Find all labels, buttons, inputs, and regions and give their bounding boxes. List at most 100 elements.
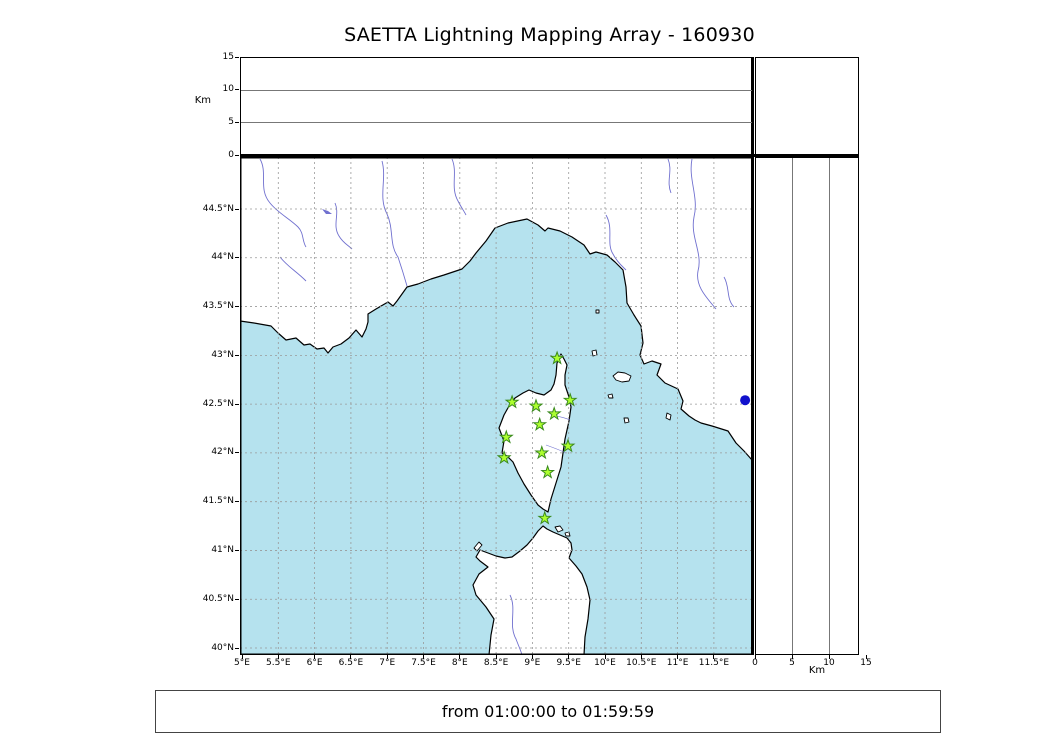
lat-tickmark — [235, 452, 239, 454]
lat-tickmark — [235, 306, 239, 308]
lon-tick-label: 8°E — [451, 658, 468, 668]
time-range-text: from 01:00:00 to 01:59:59 — [441, 702, 655, 721]
river — [334, 202, 353, 250]
lma-station-star-icon — [504, 394, 520, 409]
lon-tick-label: 7.5°E — [411, 658, 436, 668]
lon-tick-label: 5°E — [234, 658, 250, 668]
river — [605, 214, 627, 271]
lon-tickmark — [713, 655, 715, 659]
lat-tickmark — [235, 403, 239, 405]
alt-km-tickmark — [791, 655, 793, 659]
lat-tickmark — [235, 549, 239, 551]
rivers — [259, 158, 735, 656]
alt-tickmark — [235, 154, 239, 156]
lat-tick-label: 42.5°N — [202, 398, 234, 409]
lake-dot — [740, 395, 751, 406]
lma-station-star-icon — [498, 429, 514, 444]
lat-tick-label: 41.5°N — [202, 496, 234, 507]
top-right-panel — [755, 57, 859, 155]
lat-tick-label: 44.5°N — [202, 203, 234, 214]
lon-tickmark — [423, 655, 424, 659]
lat-tick-label: 43°N — [211, 349, 234, 360]
lma-station-star-icon — [540, 464, 556, 479]
lon-tickmark — [604, 655, 606, 659]
island-pianosa — [607, 393, 614, 399]
lon-tickmark — [350, 655, 352, 659]
lat-tickmark — [235, 598, 239, 600]
lma-station-star-icon — [496, 449, 512, 465]
lma-station-star-icon — [537, 510, 553, 525]
lat-tickmark — [235, 354, 239, 356]
lon-tickmark — [640, 655, 642, 659]
river — [451, 158, 467, 216]
map-panel — [239, 156, 753, 656]
small-islands — [473, 309, 672, 552]
alt-panel-gridline — [241, 89, 752, 91]
river — [259, 158, 307, 248]
island-gorgona — [595, 309, 600, 314]
lat-tick-label: 40°N — [211, 642, 234, 653]
coastline-corsica — [498, 353, 572, 513]
alt-km-tickmark — [865, 655, 867, 659]
lat-tickmark — [235, 257, 239, 259]
river — [381, 160, 408, 287]
alt-tick-label: 15 — [222, 51, 234, 62]
lon-tick-label: 5.5°E — [266, 658, 291, 668]
lon-tick-label: 9.5°E — [556, 658, 581, 668]
alt-panel-gridline — [792, 158, 793, 654]
lon-tickmark — [677, 655, 679, 659]
alt-km-tick-label: 15 — [860, 658, 872, 668]
alt-km-tickmark — [828, 655, 830, 659]
map-svg — [239, 156, 753, 656]
island-montecristo — [623, 417, 630, 424]
lake-markers — [740, 395, 751, 406]
lma-station-star-icon — [560, 438, 576, 453]
coastline-mainland-france-italy — [239, 156, 753, 461]
altitude-axis-label-right: Km — [808, 665, 826, 676]
thick-horizontal-divider — [240, 153, 859, 157]
lat-tickmark — [235, 647, 239, 649]
time-range-box: from 01:00:00 to 01:59:59 — [155, 690, 941, 733]
river — [509, 594, 523, 656]
lon-tickmark — [459, 655, 461, 659]
lon-tickmark — [241, 655, 243, 659]
alt-panel-gridline — [241, 122, 752, 124]
lake-serre-poncon — [322, 209, 332, 214]
lma-station-star-icon — [534, 445, 550, 460]
landmasses — [239, 156, 753, 656]
coastline-sardinia — [472, 525, 591, 656]
island-maddalena — [554, 525, 564, 533]
lon-tick-label: 6°E — [306, 658, 323, 668]
altitude-axis-label-top: Km — [194, 95, 211, 106]
lon-tickmark — [495, 655, 497, 659]
lat-tick-label: 43.5°N — [202, 301, 234, 312]
lat-tick-label: 40.5°N — [202, 593, 234, 604]
lon-tickmark — [277, 655, 279, 659]
lon-tick-label: 7°E — [379, 658, 396, 668]
lon-tickmark — [568, 655, 570, 659]
alt-km-tick-label: 10 — [823, 658, 835, 668]
island-giglio — [665, 412, 672, 421]
alt-tickmark — [235, 89, 239, 91]
lat-tick-label: 42°N — [211, 447, 234, 458]
alt-vs-lat-panel — [755, 157, 859, 655]
lon-tickmark — [314, 655, 316, 659]
lma-station-star-icon — [562, 392, 578, 407]
lat-tick-label: 41°N — [211, 544, 234, 555]
alt-km-tickmark — [754, 655, 756, 659]
lat-tickmark — [235, 501, 239, 503]
alt-km-tick-label: 0 — [752, 658, 758, 668]
lon-tick-label: 9°E — [524, 658, 541, 668]
thick-vertical-divider — [751, 57, 754, 655]
lon-tickmark — [386, 655, 388, 659]
lat-tick-label: 44°N — [211, 252, 234, 263]
lma-station-star-icon — [546, 406, 562, 421]
river — [723, 276, 735, 308]
lat-tickmark — [235, 208, 239, 210]
lma-station-star-icon — [528, 398, 544, 413]
island-elba — [612, 371, 632, 383]
alt-tickmark — [235, 56, 239, 58]
lma-station-star-icon — [549, 350, 565, 365]
lon-tick-label: 10°E — [594, 658, 616, 668]
lon-tick-label: 11.5°E — [698, 658, 730, 668]
